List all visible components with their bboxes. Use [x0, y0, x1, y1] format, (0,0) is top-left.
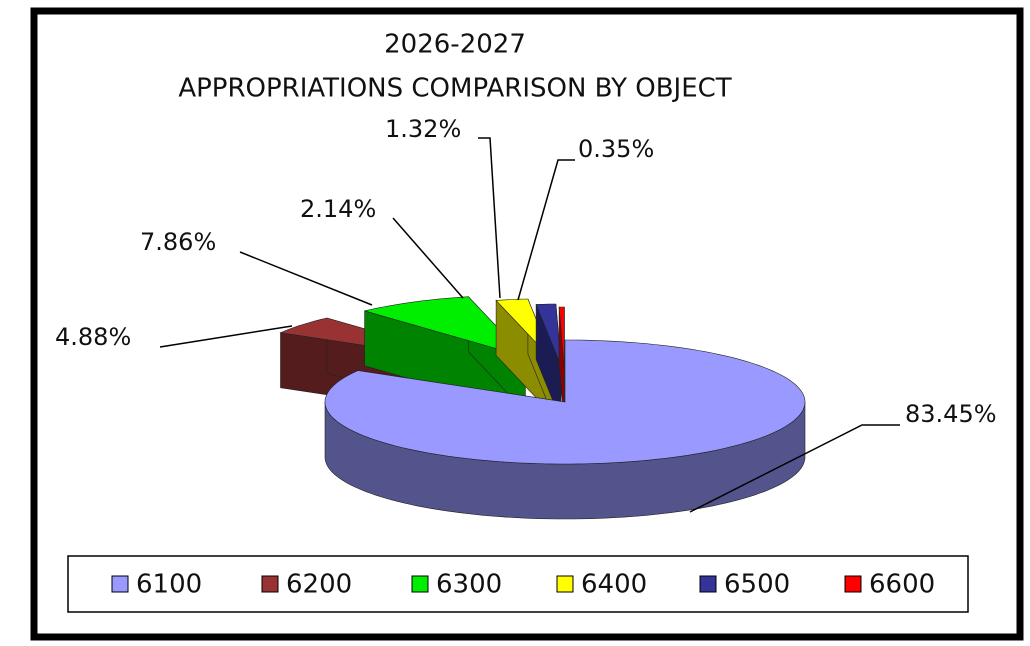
legend-label: 6300 [436, 570, 502, 600]
slice-top [535, 303, 562, 367]
legend-swatch [411, 575, 429, 593]
leader-line [392, 217, 464, 299]
slice-top [364, 296, 527, 358]
slice-top [324, 339, 806, 465]
chart-title: 2026-2027 [384, 30, 526, 60]
legend-swatch [844, 575, 862, 593]
data-label: 7.86% [140, 228, 216, 256]
leader-line [159, 325, 293, 348]
legend-label: 6500 [724, 570, 790, 600]
legend-swatch [261, 575, 279, 593]
legend-swatch [699, 575, 717, 593]
data-label: 1.32% [385, 115, 461, 143]
data-label: 4.88% [55, 323, 131, 351]
slice-top [558, 306, 565, 370]
leader-line [517, 159, 575, 301]
slice [324, 339, 806, 520]
leader-line [239, 251, 373, 306]
data-label: 2.14% [300, 195, 376, 223]
legend-label: 6200 [286, 570, 352, 600]
legend-label: 6100 [136, 570, 202, 600]
legend-box [67, 555, 969, 613]
leader-line [478, 137, 501, 299]
data-label: 0.35% [578, 135, 654, 163]
data-label: 83.45% [905, 400, 997, 428]
legend-label: 6600 [869, 570, 935, 600]
chart-subtitle: APPROPRIATIONS COMPARISON BY OBJECT [178, 74, 731, 104]
legend-swatch [111, 575, 129, 593]
leader-line [689, 424, 900, 513]
legend-label: 6400 [581, 570, 647, 600]
legend-swatch [556, 575, 574, 593]
